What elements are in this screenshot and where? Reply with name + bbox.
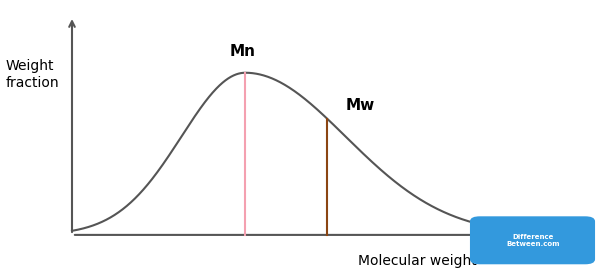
Text: Difference
Between.com: Difference Between.com (506, 234, 560, 247)
FancyBboxPatch shape (471, 217, 594, 263)
Text: Molecular weight: Molecular weight (358, 254, 476, 268)
Text: Weight
fraction: Weight fraction (6, 59, 59, 90)
Text: Mw: Mw (346, 99, 374, 113)
Text: Mn: Mn (229, 44, 255, 59)
